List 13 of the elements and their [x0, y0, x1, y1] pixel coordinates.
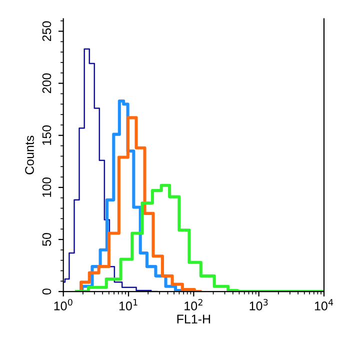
x-axis-title: FL1-H [177, 314, 210, 324]
x-tick-label: 10$^{1}$ [119, 299, 138, 310]
y-tick-label: 150 [42, 125, 52, 145]
y-tick-label: 200 [42, 73, 52, 94]
y-tick-label: 250 [42, 21, 52, 42]
y-tick-label: 50 [42, 233, 52, 246]
x-tick-label: 10$^{3}$ [250, 298, 268, 310]
x-tick-label: 10$^{2}$ [184, 298, 202, 310]
y-tick-label: 100 [42, 177, 52, 197]
y-tick-label: 0 [42, 288, 52, 295]
y-axis-title: Counts [25, 136, 34, 174]
x-tick-label: 10$^{4}$ [314, 299, 334, 310]
x-tick-label: 10$^{0}$ [54, 298, 72, 310]
